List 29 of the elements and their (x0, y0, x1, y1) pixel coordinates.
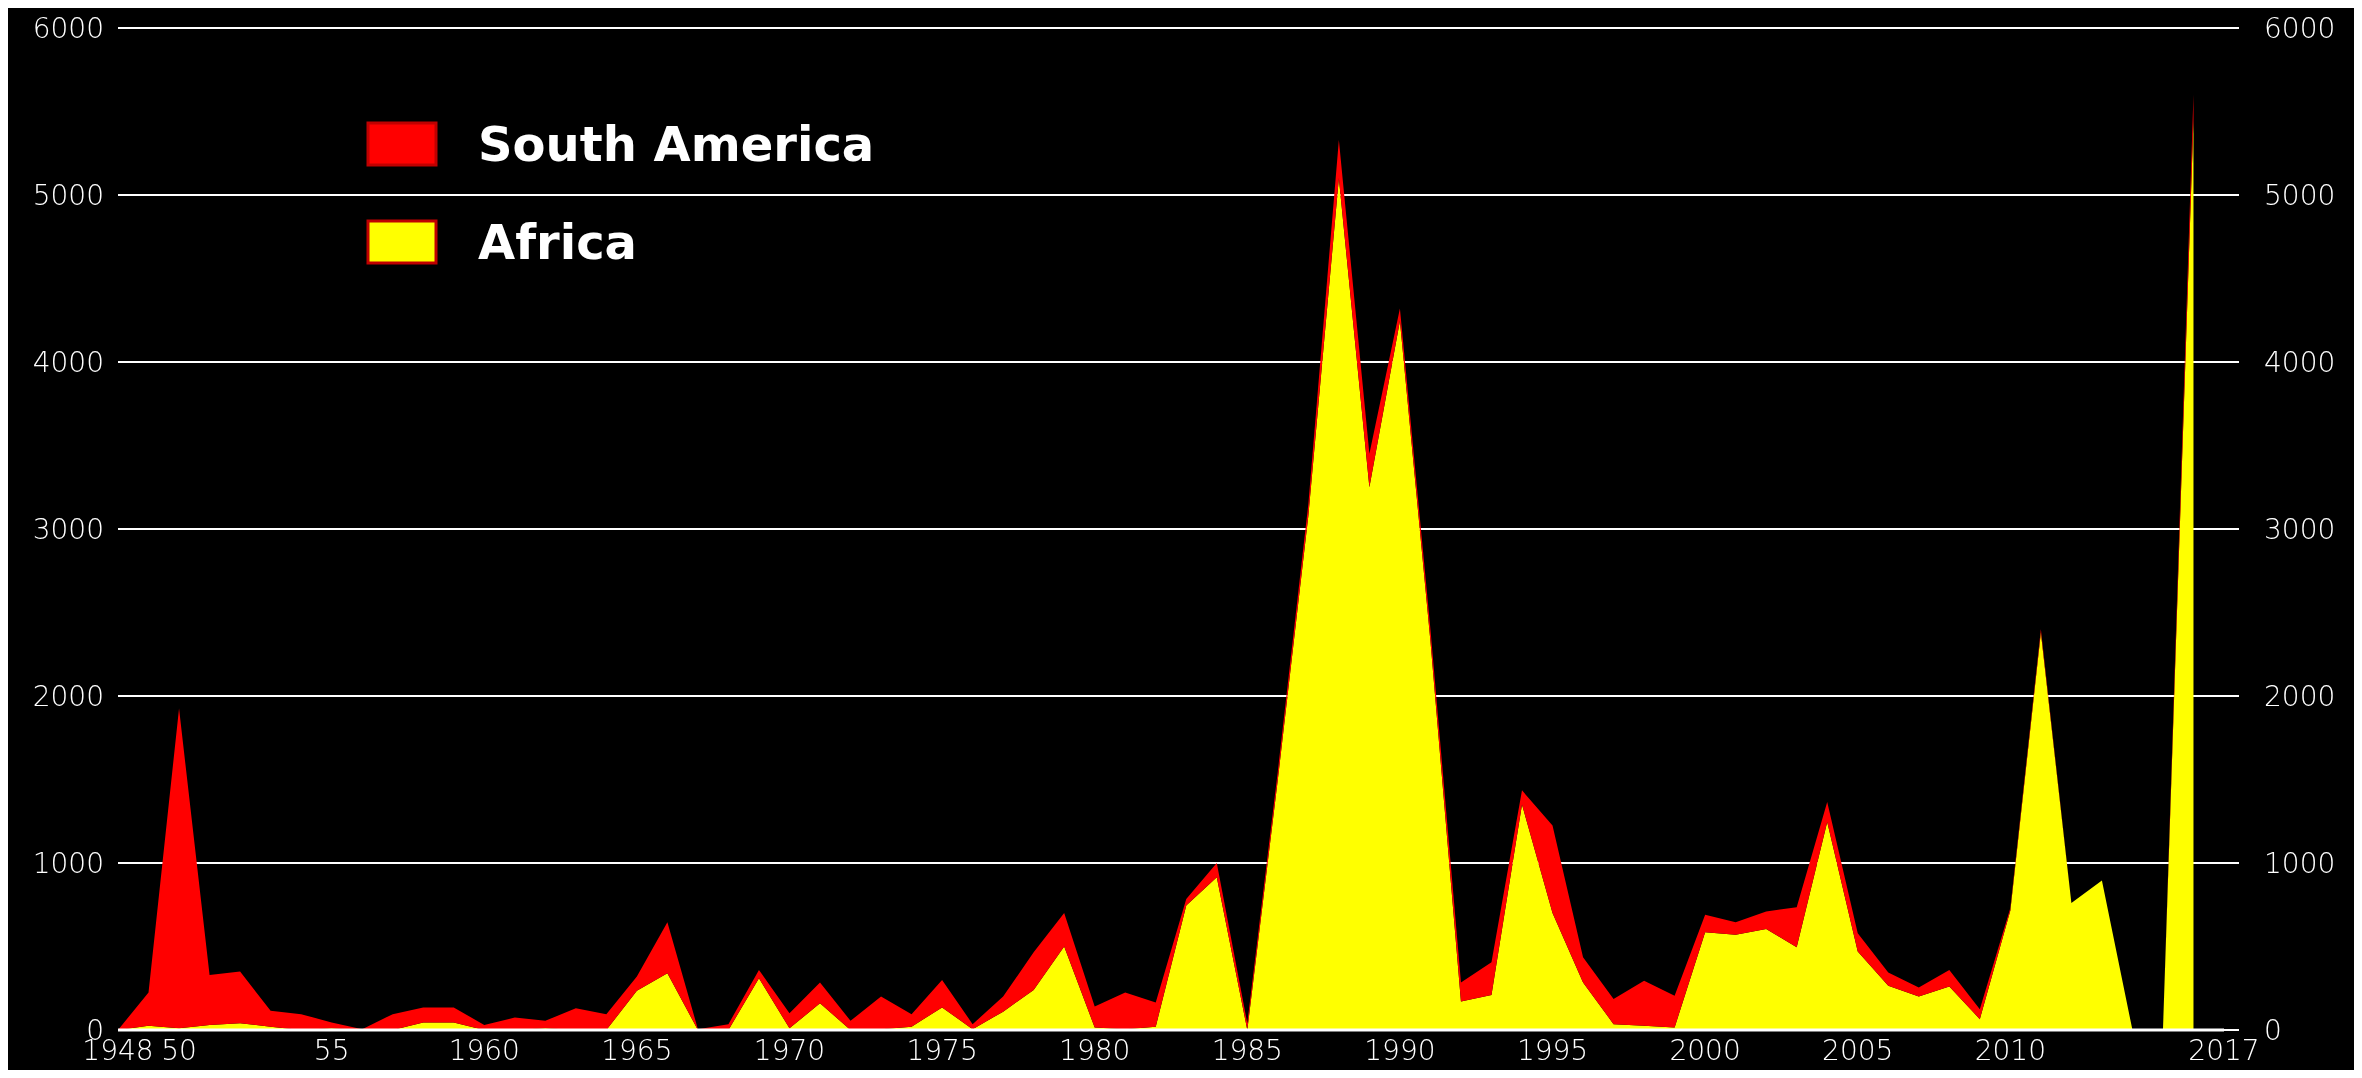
x-tick-label: 1960 (448, 1034, 520, 1067)
y-tick-label: 4000 (32, 345, 104, 379)
x-tick-label: 2005 (1822, 1034, 1894, 1067)
x-tick-label: 1970 (753, 1034, 826, 1067)
x-tick-label: 2000 (1669, 1034, 1741, 1067)
x-tick-label: 2017 (2188, 1034, 2260, 1067)
legend-label: Africa (478, 214, 637, 270)
y2-tick-label: 5000 (2264, 178, 2336, 212)
y2-tick-label: 0 (2264, 1013, 2282, 1047)
x-tick-label: 2010 (1974, 1034, 2046, 1067)
y2-tick-label: 1000 (2264, 846, 2336, 880)
x-tick-label: 1995 (1516, 1034, 1589, 1067)
y-tick-label: 6000 (32, 11, 104, 45)
y-tick-label: 1000 (32, 846, 104, 880)
y-tick-label: 2000 (32, 679, 104, 713)
x-tick-label: 1985 (1211, 1034, 1283, 1067)
y-tick-label: 5000 (32, 178, 104, 212)
x-tick-label: 55 (313, 1034, 350, 1067)
x-tick-label: 50 (161, 1034, 197, 1067)
x-tick-label: 1965 (601, 1034, 673, 1067)
y-tick-label: 3000 (32, 512, 104, 546)
legend-label: South America (478, 116, 875, 172)
y2-tick-label: 2000 (2264, 679, 2336, 713)
x-tick-label: 1980 (1059, 1034, 1131, 1067)
y2-tick-label: 3000 (2264, 512, 2336, 546)
y2-tick-label: 4000 (2264, 345, 2336, 379)
x-tick-label: 1990 (1364, 1034, 1436, 1067)
y2-tick-label: 6000 (2264, 11, 2336, 45)
x-tick-label: 1975 (906, 1034, 978, 1067)
